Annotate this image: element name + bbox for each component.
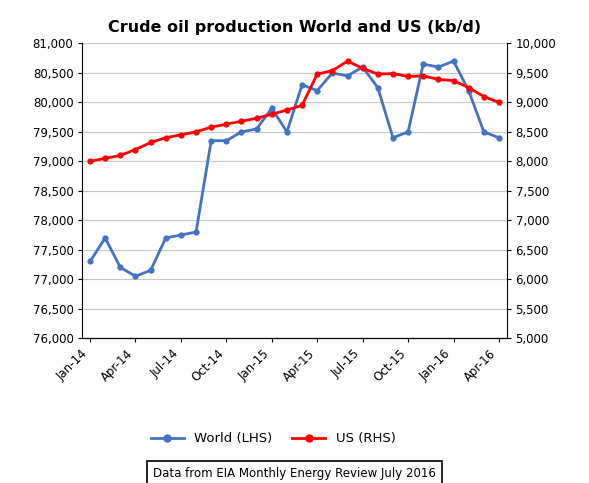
Title: Crude oil production World and US (kb/d): Crude oil production World and US (kb/d) [108,20,481,35]
Legend: World (LHS), US (RHS): World (LHS), US (RHS) [145,427,401,451]
Text: Data from EIA Monthly Energy Review July 2016: Data from EIA Monthly Energy Review July… [153,467,436,480]
